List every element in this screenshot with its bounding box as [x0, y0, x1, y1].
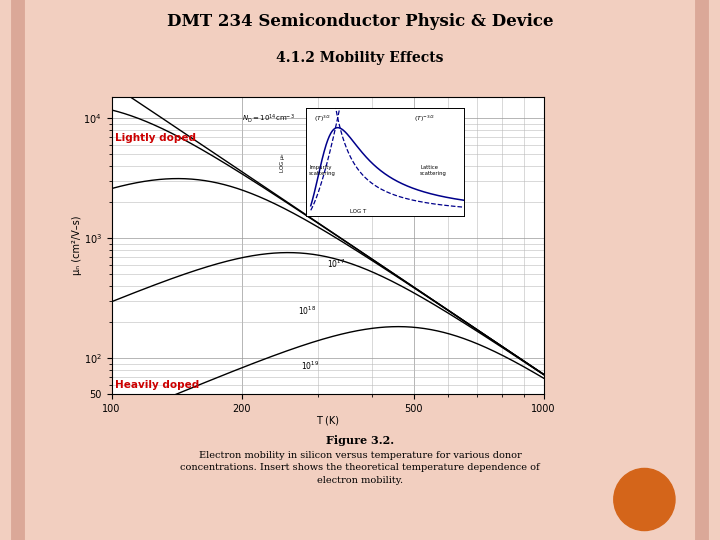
Text: $10^{16}$: $10^{16}$	[311, 207, 330, 219]
Text: Electron mobility in silicon versus temperature for various donor
concentrations: Electron mobility in silicon versus temp…	[180, 451, 540, 485]
Text: $N_{\rm D} = 10^{14}$cm$^{-3}$: $N_{\rm D} = 10^{14}$cm$^{-3}$	[242, 112, 294, 125]
Text: Figure 3.2.: Figure 3.2.	[326, 435, 394, 446]
Text: $(T)^{3/2}$: $(T)^{3/2}$	[314, 114, 331, 124]
Text: Heavily doped: Heavily doped	[115, 380, 199, 390]
X-axis label: T (K): T (K)	[316, 415, 339, 426]
Text: $10^{17}$: $10^{17}$	[327, 258, 345, 271]
Text: Impurity
scattering: Impurity scattering	[309, 165, 336, 176]
Text: DMT 234 Semiconductor Physic & Device: DMT 234 Semiconductor Physic & Device	[167, 14, 553, 30]
Text: LOG T: LOG T	[351, 209, 366, 214]
Text: 4.1.2 Mobility Effects: 4.1.2 Mobility Effects	[276, 51, 444, 65]
Text: Lightly doped: Lightly doped	[115, 133, 197, 143]
Text: $10^{19}$: $10^{19}$	[302, 359, 320, 372]
Text: Lattice
scattering: Lattice scattering	[420, 165, 447, 176]
Y-axis label: μₙ (cm²/V–s): μₙ (cm²/V–s)	[72, 216, 82, 275]
Text: $(T)^{-3/2}$: $(T)^{-3/2}$	[414, 114, 435, 124]
Text: $10^{18}$: $10^{18}$	[298, 305, 316, 317]
Text: LOG $\mu_n$: LOG $\mu_n$	[278, 151, 287, 173]
